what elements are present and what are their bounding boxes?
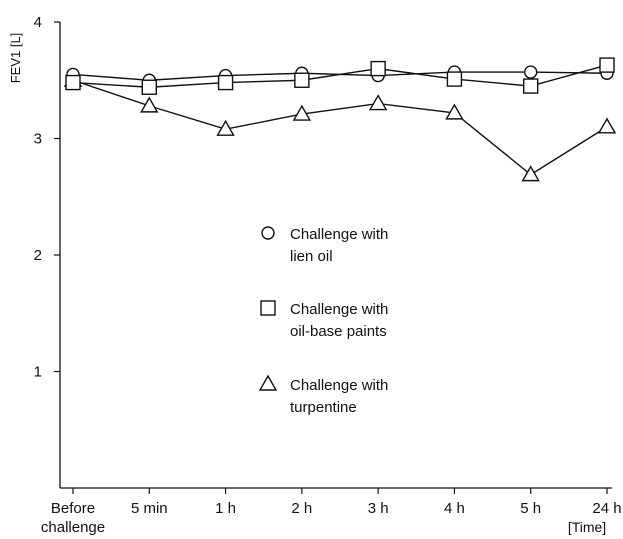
x-tick-label: 5 min [131,500,168,517]
legend-label: oil-base paints [290,323,387,340]
x-tick-label: 2 h [291,500,312,517]
legend-item-square: Challenge with oil-base paints [260,300,388,340]
legend: Challenge with lien oil Challenge with oil-… [258,226,388,416]
legend-label: Challenge with [290,377,388,394]
data-point-triangle [292,104,312,121]
data-point-square [599,57,615,73]
series-line-triangle [72,79,608,176]
legend-label: Challenge with [290,226,388,243]
legend-item-triangle: Challenge with turpentine [258,374,388,416]
legend-marker-square [260,300,276,316]
y-tick-label: 1 [34,364,42,381]
data-point-triangle [445,103,464,120]
legend-label: lien oil [290,248,333,265]
y-axis-label: FEV1 [L] [8,33,23,84]
y-ticks: 1 2 3 4 [34,14,60,381]
data-point-triangle [597,117,617,134]
x-tick-label: 24 h [592,500,621,517]
series-line-square [72,64,608,88]
data-point-square [294,72,310,88]
data-point-triangle [368,94,388,111]
data-point-circle [524,65,538,79]
data-point-square [523,78,539,94]
y-tick-label: 4 [34,14,42,31]
data-point-triangle [216,119,235,136]
legend-label: turpentine [290,399,357,416]
x-axis-label: [Time] [568,519,606,535]
x-tick-label: 4 h [444,500,465,517]
y-tick-label: 3 [34,131,42,148]
x-tick-label: Before [51,500,95,517]
legend-item-circle: Challenge with lien oil [261,226,388,265]
markers [63,57,617,182]
legend-marker-circle [261,226,275,240]
y-tick-label: 2 [34,247,42,264]
data-point-triangle [140,96,159,113]
data-point-square [370,60,386,77]
x-tick-label: 5 h [520,500,541,517]
x-tick-label: 3 h [368,500,389,517]
data-point-square [141,79,157,95]
x-ticks: Before challenge 5 min 1 h 2 h 3 h 4 h 5 h 24 h [41,488,622,536]
legend-label: Challenge with [290,301,388,318]
x-tick-label: challenge [41,519,105,536]
axes: FEV1 [L] [Time] [8,22,612,535]
legend-marker-triangle [258,374,278,391]
data-point-square [217,74,234,91]
data-point-square [65,74,81,91]
x-tick-label: 1 h [215,500,236,517]
series-layer [63,57,617,182]
data-point-square [446,71,463,87]
data-point-triangle [521,165,540,182]
